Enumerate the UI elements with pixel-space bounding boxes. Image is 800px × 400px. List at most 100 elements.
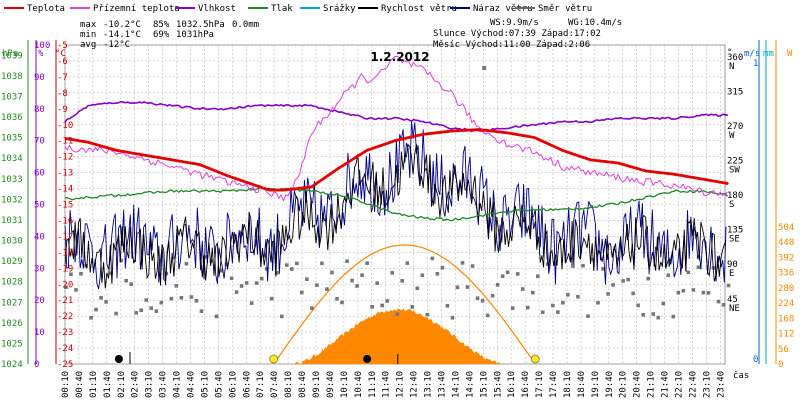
wind-dir-point bbox=[530, 290, 535, 295]
temp-axis-label: °C bbox=[55, 49, 66, 59]
solar-tick-label: 280 bbox=[778, 284, 794, 294]
wind-dir-point bbox=[390, 271, 395, 275]
x-tick-label: 09:40 bbox=[326, 371, 336, 398]
x-tick-label: 21:40 bbox=[661, 371, 671, 398]
humidity-axis-label: % bbox=[38, 49, 44, 59]
dir-cardinal-label: SE bbox=[729, 235, 740, 245]
x-tick-label: 03:40 bbox=[159, 371, 169, 398]
hpa-tick-label: 1027 bbox=[1, 298, 23, 308]
dir-cardinal-label: N bbox=[729, 62, 734, 72]
x-tick-label: 15:40 bbox=[493, 371, 503, 398]
wind-dir-point bbox=[380, 303, 384, 308]
stat-min-temp: -14.1°C bbox=[103, 30, 141, 40]
wind-dir-point bbox=[365, 261, 369, 265]
wind-dir-point bbox=[335, 297, 339, 301]
wind-dir-point bbox=[482, 66, 487, 70]
wind-dir-point bbox=[490, 293, 495, 298]
wind-dir-point bbox=[515, 272, 520, 276]
temp-tick-label: -24 bbox=[57, 344, 73, 354]
x-tick-label: 20:40 bbox=[633, 371, 643, 398]
wind-dir-point bbox=[656, 315, 661, 320]
wind-dir-point bbox=[420, 273, 425, 278]
temp-tick-label: -9 bbox=[57, 105, 68, 115]
stat-ws: WS:9.9m/s bbox=[490, 18, 539, 28]
wind-dir-point bbox=[696, 265, 701, 270]
x-tick-label: 17:40 bbox=[549, 371, 559, 398]
temp-tick-label: -18 bbox=[57, 248, 73, 258]
sunrise-marker bbox=[269, 354, 279, 364]
stat-max-rain: 0.0mm bbox=[232, 20, 259, 30]
wind-dir-point bbox=[601, 267, 605, 271]
hpa-tick-label: 1030 bbox=[1, 237, 23, 247]
wind-dir-point bbox=[189, 295, 194, 299]
chart-header: Teplota Přízemní teplota Vlhkost Tlak Srážky… bbox=[4, 4, 622, 64]
hpa-tick-label: 1038 bbox=[1, 72, 23, 82]
wind-dir-point bbox=[671, 314, 676, 319]
wind-dir-point bbox=[400, 279, 405, 283]
temp-tick-label: -25 bbox=[57, 360, 73, 370]
wind-tick-label: 1 bbox=[753, 59, 758, 69]
wind-dir-point bbox=[274, 271, 279, 275]
sun-arc bbox=[273, 244, 534, 365]
solar-tick-label: 448 bbox=[778, 238, 794, 248]
dir-tick-label: 360 bbox=[727, 53, 743, 63]
wind-dir-point bbox=[661, 301, 666, 306]
x-tick-label: 10:40 bbox=[354, 371, 364, 398]
dir-cardinal-label: W bbox=[729, 131, 735, 141]
wind-dir-point bbox=[254, 281, 259, 285]
humidity-tick-label: 0 bbox=[34, 360, 39, 370]
legend-label: Teplota bbox=[27, 4, 65, 14]
x-tick-label: 08:10 bbox=[284, 371, 294, 398]
wind-dir-point bbox=[104, 300, 108, 304]
x-tick-label: 13:10 bbox=[424, 371, 434, 398]
solar-tick-label: 224 bbox=[778, 299, 794, 309]
stat-min-press: 1031hPa bbox=[176, 30, 214, 40]
wind-dir-point bbox=[129, 282, 133, 286]
dir-tick-label: 135 bbox=[727, 226, 743, 236]
wind-dir-point bbox=[460, 261, 465, 265]
wind-dir-point bbox=[666, 273, 671, 278]
stat-max-press: 1032.5hPa bbox=[176, 20, 225, 30]
wind-dir-point bbox=[320, 261, 324, 266]
dir-tick-label: 270 bbox=[727, 122, 743, 132]
legend-label: Vlhkost bbox=[198, 4, 236, 14]
wind-dir-point bbox=[350, 278, 354, 283]
wind-dir-point bbox=[169, 296, 174, 301]
temp-tick-label: -15 bbox=[57, 201, 73, 211]
dir-cardinal-label: SW bbox=[729, 166, 740, 176]
wind-dir-point bbox=[691, 288, 696, 292]
x-tick-label: 08:40 bbox=[298, 371, 308, 398]
wind-dir-point bbox=[370, 304, 374, 309]
x-tick-label: 13:40 bbox=[438, 371, 448, 398]
wind-dir-point bbox=[284, 263, 289, 267]
legend-label: Přízemní teplota bbox=[93, 4, 180, 14]
wind-dir-point bbox=[99, 296, 103, 300]
x-tick-label: 23:40 bbox=[716, 371, 726, 398]
wind-dir-point bbox=[626, 277, 630, 282]
wind-dir-point bbox=[214, 314, 219, 319]
wind-dir-point bbox=[611, 283, 615, 287]
wind-dir-point bbox=[576, 294, 580, 299]
hpa-tick-label: 1035 bbox=[1, 134, 23, 144]
x-tick-label: 14:10 bbox=[451, 371, 461, 398]
wind-dir-point bbox=[114, 311, 118, 316]
wind-dir-point bbox=[259, 276, 264, 281]
temperature-line bbox=[64, 128, 729, 192]
wind-dir-point bbox=[330, 270, 334, 275]
x-tick-label: 01:10 bbox=[89, 371, 99, 398]
humidity-tick-label: 20 bbox=[34, 296, 45, 306]
hpa-tick-label: 1029 bbox=[1, 257, 23, 267]
dir-tick-label: 90 bbox=[727, 260, 738, 270]
x-tick-label: 14:40 bbox=[465, 371, 475, 398]
humidity-tick-label: 80 bbox=[34, 105, 45, 115]
wind-dir-point bbox=[500, 274, 505, 278]
wind-dir-point bbox=[395, 312, 400, 317]
x-tick-label: 22:40 bbox=[689, 371, 699, 398]
wind-dir-point bbox=[706, 291, 711, 295]
humidity-line bbox=[64, 100, 729, 133]
wind-dir-point bbox=[239, 284, 244, 288]
wind-dir-point bbox=[480, 298, 485, 303]
wind-dir-point bbox=[646, 276, 651, 281]
solar-area bbox=[293, 307, 502, 365]
